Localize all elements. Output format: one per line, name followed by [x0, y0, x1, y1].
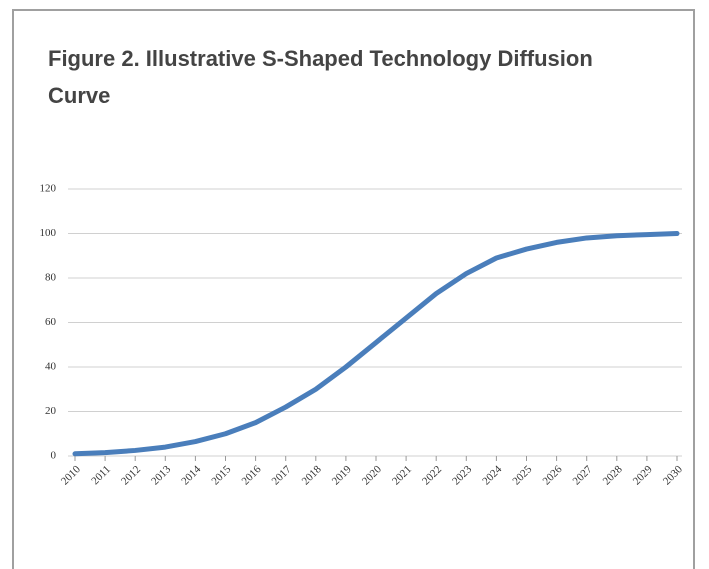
x-tick-label: 2010	[59, 463, 83, 487]
y-tick-label: 120	[40, 183, 57, 195]
x-tick-label: 2018	[300, 463, 324, 487]
x-tick-label: 2016	[239, 463, 263, 487]
x-tick-label: 2013	[149, 463, 173, 487]
x-tick-label: 2022	[420, 463, 444, 487]
chart-title: Figure 2. Illustrative S-Shaped Technolo…	[48, 46, 593, 108]
x-tick-label: 2020	[360, 463, 384, 487]
line	[72, 231, 680, 457]
x-tick-label: 2029	[631, 463, 655, 487]
frame	[12, 9, 695, 569]
x-tick-label: 2024	[480, 463, 504, 487]
x-tick-label: 2027	[571, 463, 595, 487]
y-tick-label: 60	[45, 316, 57, 328]
page: Figure 2. Illustrative S-Shaped Technolo…	[12, 9, 695, 569]
x-tick-label: 2021	[390, 463, 414, 487]
x-tick-label: 2019	[330, 463, 354, 487]
x-tick-label: 2025	[510, 463, 534, 487]
y-tick-label: 20	[45, 405, 57, 417]
x-tick-label: 2023	[450, 463, 474, 487]
y-tick-label: 100	[40, 227, 57, 239]
y-tick-label: 0	[51, 450, 57, 462]
x-tick-label: 2014	[179, 463, 203, 487]
x-tick-label: 2026	[540, 463, 564, 487]
x-tick-label: 2011	[89, 463, 113, 487]
x-tick-label: 2030	[661, 463, 685, 487]
y-tick-label: 40	[45, 361, 57, 373]
x-tick-label: 2015	[209, 463, 233, 487]
y-tick-label: 80	[45, 272, 57, 284]
x-tick-label: 2028	[601, 463, 625, 487]
x-tick-label: 2017	[270, 463, 294, 487]
x-tick-label: 2012	[119, 463, 143, 487]
